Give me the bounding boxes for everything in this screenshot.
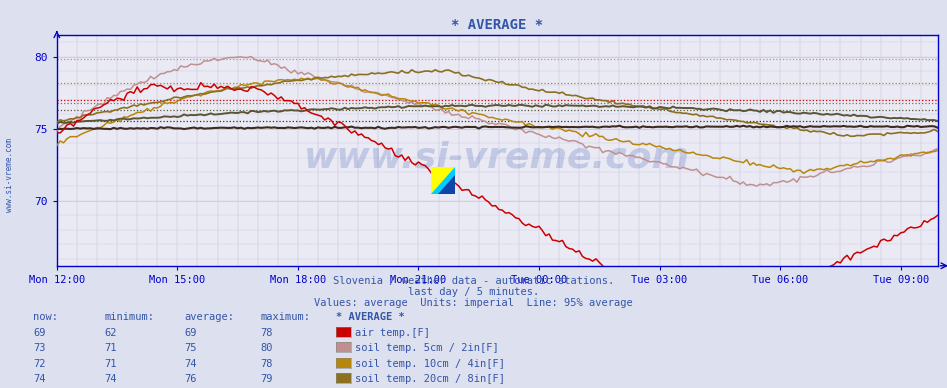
Text: minimum:: minimum:: [104, 312, 154, 322]
Text: 73: 73: [33, 343, 45, 353]
Text: average:: average:: [185, 312, 235, 322]
Text: 74: 74: [33, 374, 45, 384]
Text: Slovenia / weather data - automatic stations.: Slovenia / weather data - automatic stat…: [333, 276, 614, 286]
Text: 69: 69: [33, 327, 45, 338]
Text: * AVERAGE *: * AVERAGE *: [336, 312, 405, 322]
Text: 72: 72: [33, 359, 45, 369]
Text: www.si-vreme.com: www.si-vreme.com: [304, 140, 690, 174]
Text: 74: 74: [185, 359, 197, 369]
Text: last day / 5 minutes.: last day / 5 minutes.: [408, 287, 539, 297]
Text: air temp.[F]: air temp.[F]: [355, 327, 430, 338]
Text: soil temp. 10cm / 4in[F]: soil temp. 10cm / 4in[F]: [355, 359, 505, 369]
Text: 71: 71: [104, 343, 116, 353]
Text: soil temp. 5cm / 2in[F]: soil temp. 5cm / 2in[F]: [355, 343, 499, 353]
Text: 80: 80: [260, 343, 273, 353]
Text: now:: now:: [33, 312, 58, 322]
Text: 74: 74: [104, 374, 116, 384]
Text: 71: 71: [104, 359, 116, 369]
Polygon shape: [431, 167, 455, 194]
Polygon shape: [438, 175, 455, 194]
Text: 62: 62: [104, 327, 116, 338]
Text: 78: 78: [260, 359, 273, 369]
Text: www.si-vreme.com: www.si-vreme.com: [5, 138, 14, 211]
Text: Values: average  Units: imperial  Line: 95% average: Values: average Units: imperial Line: 95…: [314, 298, 633, 308]
Text: soil temp. 20cm / 8in[F]: soil temp. 20cm / 8in[F]: [355, 374, 505, 384]
Text: 69: 69: [185, 327, 197, 338]
Text: 75: 75: [185, 343, 197, 353]
Text: 79: 79: [260, 374, 273, 384]
Text: maximum:: maximum:: [260, 312, 311, 322]
Text: 78: 78: [260, 327, 273, 338]
Text: 76: 76: [185, 374, 197, 384]
Title: * AVERAGE *: * AVERAGE *: [451, 18, 544, 32]
